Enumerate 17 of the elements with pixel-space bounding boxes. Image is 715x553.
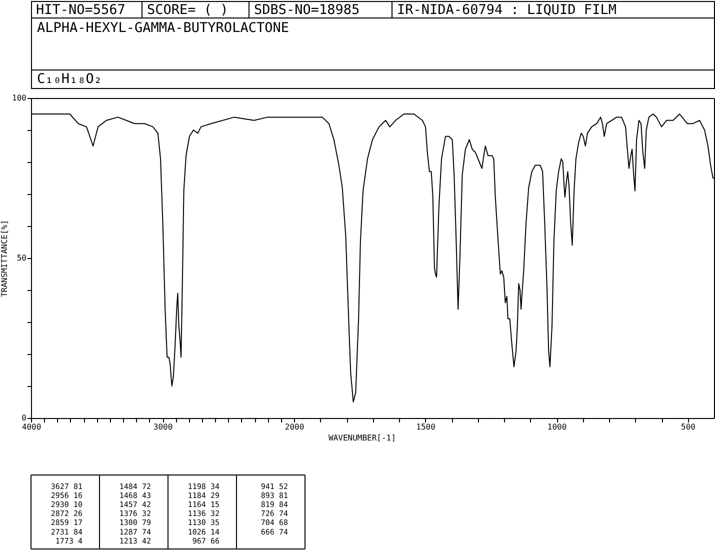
y-axis-title: TRANSMITTANCE[%] <box>0 220 10 298</box>
x-tick-label: 3000 <box>153 422 173 432</box>
text: ALPHA-HEXYL-GAMMA-BUTYROLACTONE <box>37 20 289 36</box>
y-tick-label: 0 <box>22 414 27 422</box>
text: C₁₀H₁₈O₂ <box>37 71 102 87</box>
text: HIT-NO=5567 <box>36 2 126 18</box>
y-tick-label: 100 <box>12 94 27 102</box>
x-tick-label: 1500 <box>416 422 436 432</box>
x-tick-label: 1000 <box>547 422 567 432</box>
text: SCORE= ( ) <box>147 2 228 18</box>
x-tick-label: 4000 <box>22 422 42 432</box>
text: SDBS-NO=18985 <box>254 2 360 18</box>
x-tick-label: 2000 <box>284 422 304 432</box>
y-tick-label: 50 <box>16 254 27 262</box>
x-tick-label: 500 <box>681 422 696 432</box>
text: IR-NIDA-60794 : LIQUID FILM <box>397 2 616 18</box>
x-axis-title: WAVENUMBER[-1] <box>328 434 396 442</box>
